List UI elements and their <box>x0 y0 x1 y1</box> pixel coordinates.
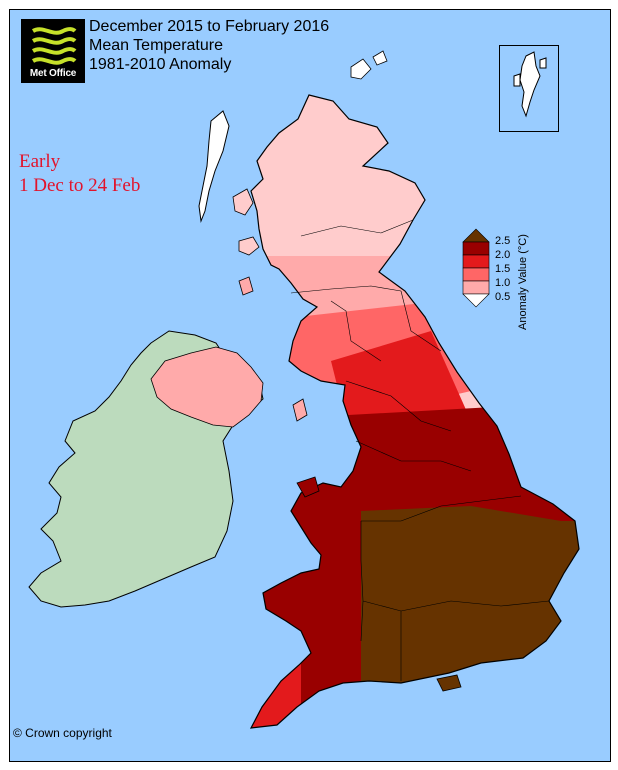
legend-tick-0-5: 0.5 <box>495 291 511 303</box>
shetland-islands <box>513 51 547 118</box>
map-title: December 2015 to February 2016 Mean Temp… <box>89 17 329 74</box>
islay-island <box>238 276 254 296</box>
shetland-inset <box>499 45 559 132</box>
legend-title: Anomaly Value (°C) <box>517 234 529 330</box>
period-label: Early 1 Dec to 24 Feb <box>19 150 140 198</box>
legend-tick-1-0: 1.0 <box>495 277 511 289</box>
legend-swatch-2-0-2-5 <box>462 241 490 256</box>
mull-island <box>238 236 260 256</box>
northern-ireland-region <box>150 346 264 428</box>
met-office-waves-icon <box>31 27 77 65</box>
title-line-2: Mean Temperature <box>89 37 223 54</box>
region-boundaries <box>290 219 550 681</box>
outer-hebrides <box>198 110 230 223</box>
legend-swatch-below-0-5 <box>462 293 490 308</box>
title-line-1: December 2015 to February 2016 <box>89 18 330 35</box>
map-frame <box>9 9 611 762</box>
isle-of-wight <box>436 674 462 692</box>
shetland-map <box>513 51 547 118</box>
legend-tick-2-5: 2.5 <box>495 235 511 247</box>
anglesey <box>296 476 320 498</box>
skye-island <box>232 188 254 216</box>
period-line-1: Early <box>19 151 61 172</box>
legend-color-scale <box>462 228 490 308</box>
legend-tick-1-5: 1.5 <box>495 263 511 275</box>
copyright-notice: © Crown copyright <box>13 726 112 740</box>
orkney-islands <box>350 50 388 80</box>
legend-swatch-1-0-1-5 <box>462 267 490 282</box>
logo-text: Met Office <box>29 68 77 79</box>
met-office-logo: Met Office <box>21 19 85 83</box>
uk-anomaly-map <box>28 50 580 729</box>
title-line-3: 1981-2010 Anomaly <box>89 56 232 73</box>
legend-swatch-above-2-5 <box>462 228 490 243</box>
isle-of-man <box>292 398 308 422</box>
period-line-2: 1 Dec to 24 Feb <box>19 175 141 196</box>
legend-tick-2-0: 2.0 <box>495 249 511 261</box>
legend-swatch-1-5-2-0 <box>462 254 490 269</box>
legend-swatch-0-5-1-0 <box>462 280 490 295</box>
